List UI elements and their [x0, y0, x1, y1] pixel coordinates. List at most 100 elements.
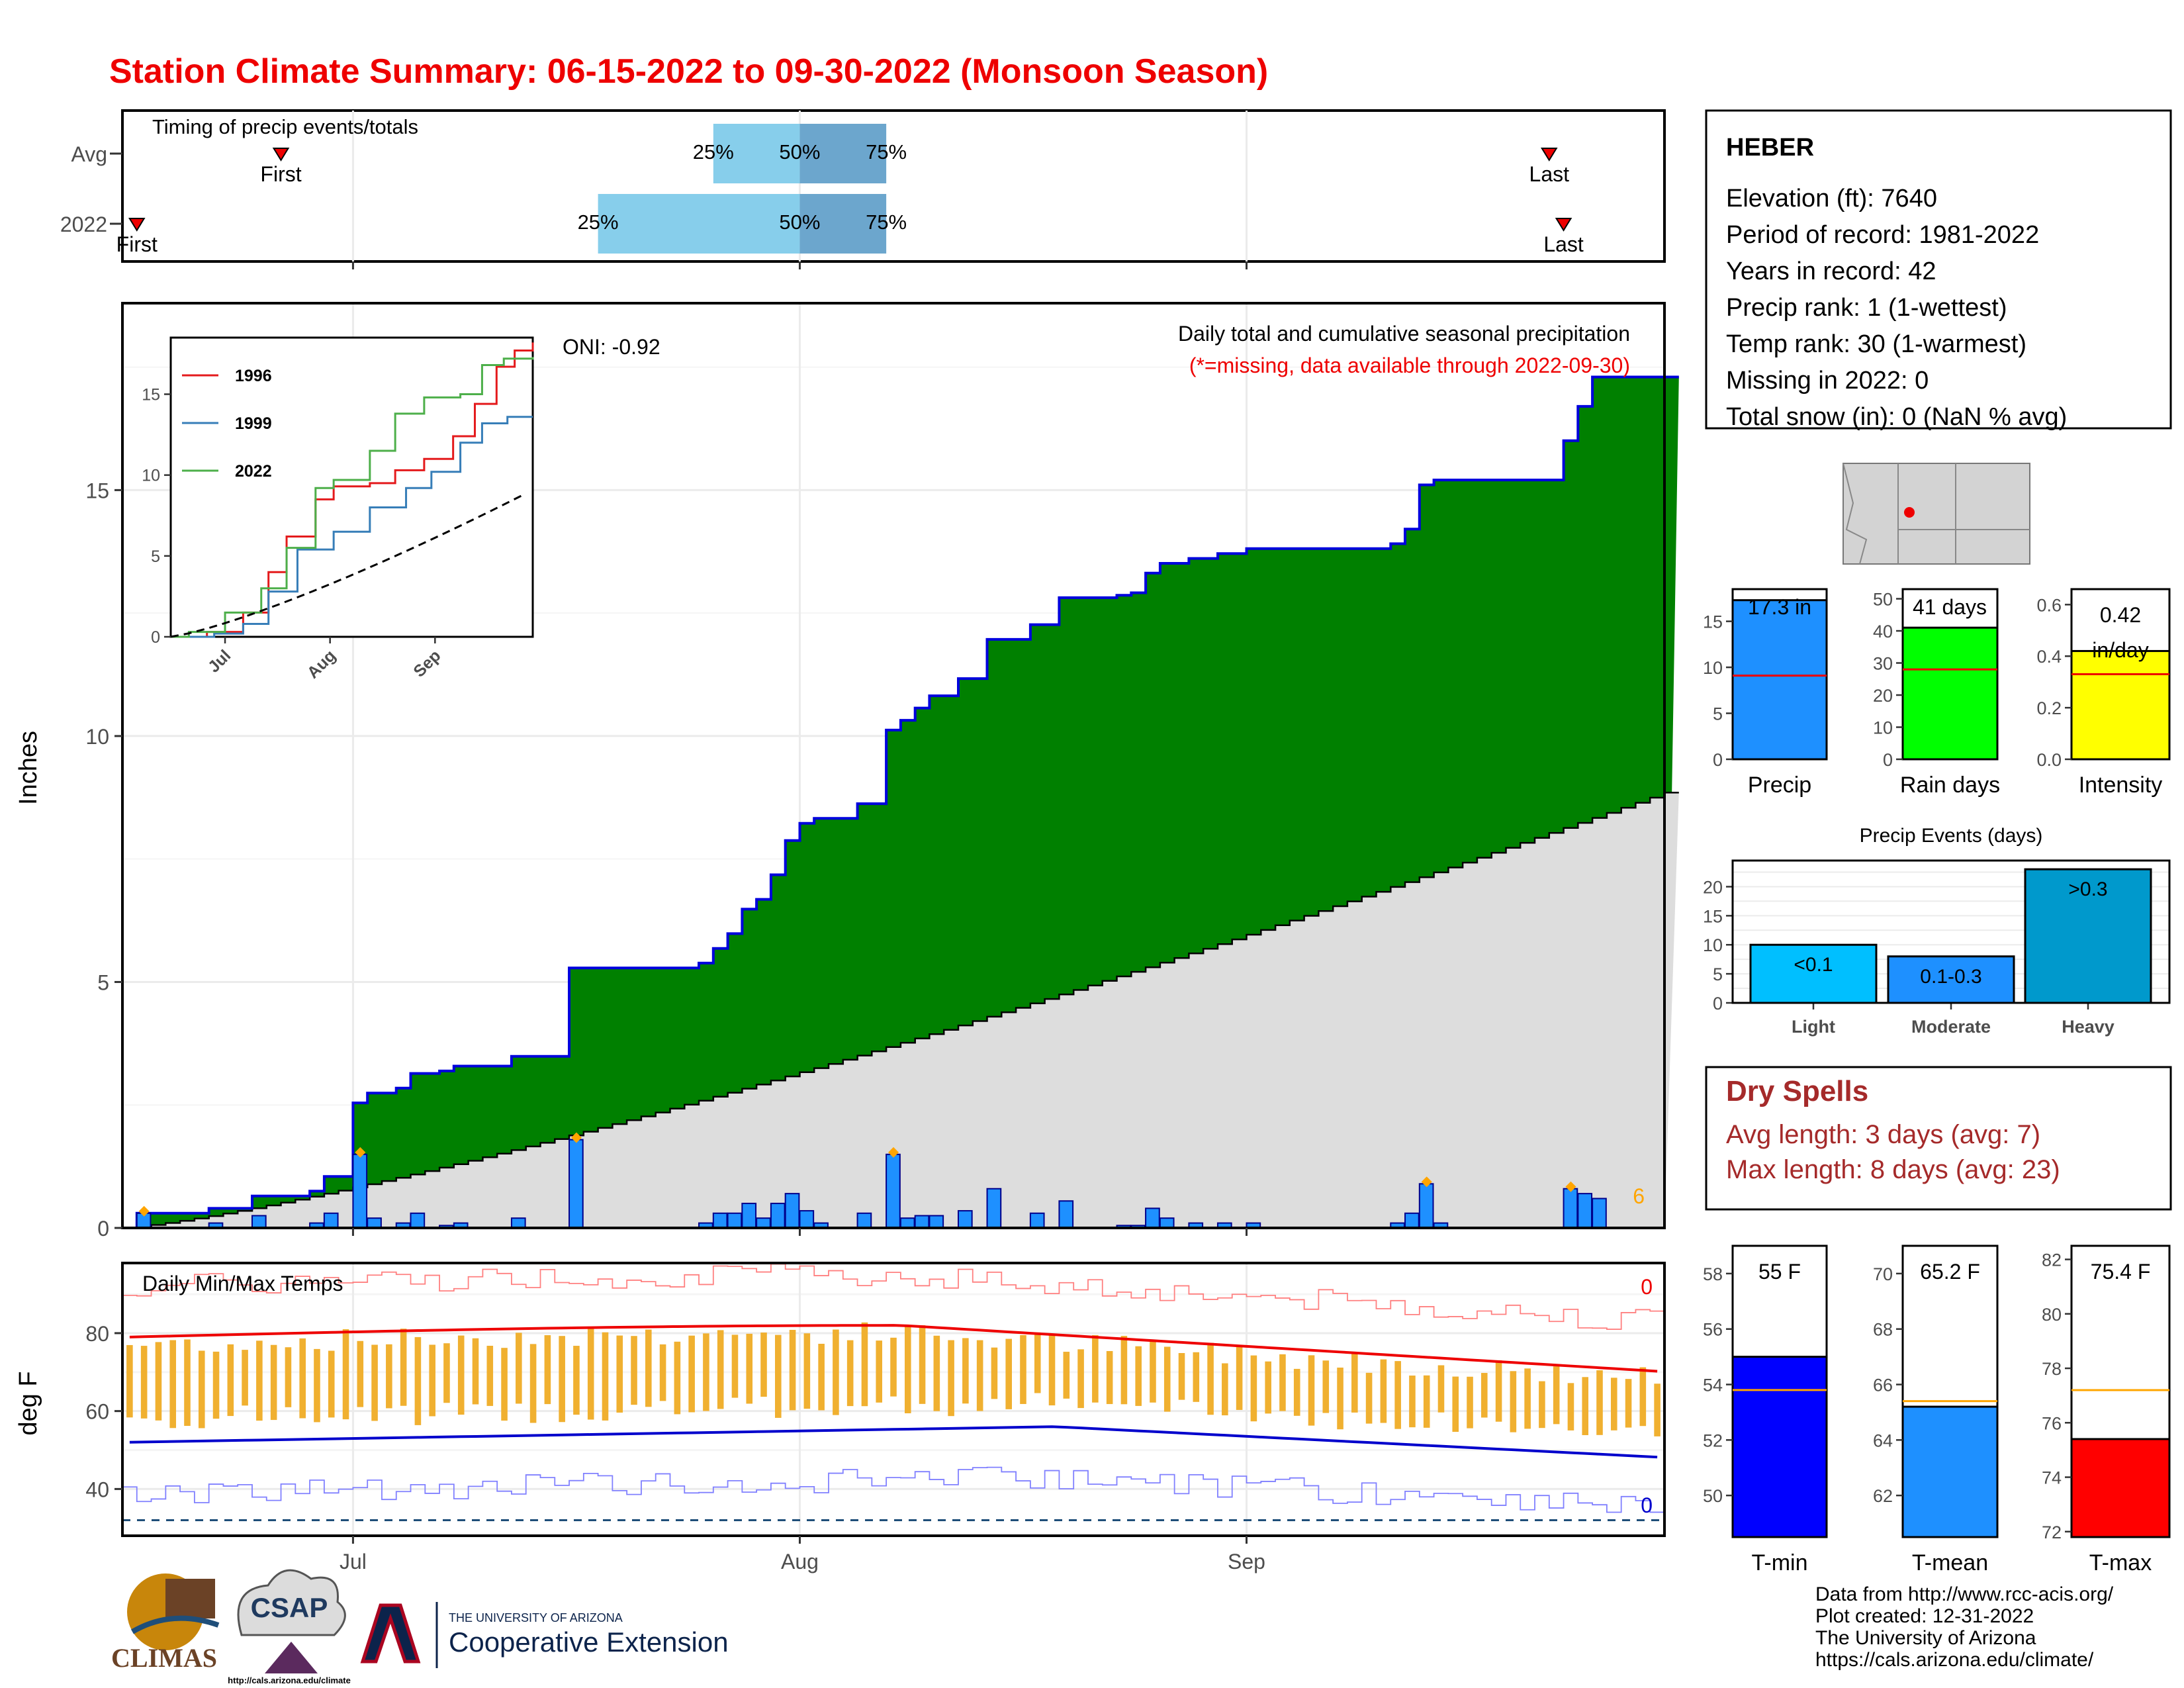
- ua-small-text: THE UNIVERSITY OF ARIZONA: [449, 1611, 623, 1624]
- tsum-bar: [1731, 1356, 1828, 1538]
- events-title: Precip Events (days): [1860, 825, 2043, 847]
- tsum-value-label: 65.2 F: [1920, 1260, 1980, 1284]
- daily-temp-bar: [212, 1351, 220, 1419]
- map-borders: [1843, 463, 2030, 565]
- events-ytick-label: 15: [1703, 906, 1723, 926]
- dry-spells-box: Dry Spells Avg length: 3 days (avg: 7) Max…: [1705, 1066, 2172, 1211]
- temp-ylabel: deg F: [15, 1371, 42, 1435]
- events-ytick-label: 0: [1713, 994, 1723, 1013]
- heavy-event-marker: [355, 1147, 366, 1158]
- daily-temp-bar: [731, 1335, 739, 1398]
- cumulative-2022-line: [122, 375, 1679, 1229]
- daily-precip-bar: [914, 1215, 930, 1229]
- daily-temp-bar: [242, 1350, 248, 1406]
- tsum-bar: [1901, 1405, 1999, 1538]
- daily-temp-bar: [1625, 1379, 1632, 1428]
- daily-temp-bar: [472, 1338, 479, 1405]
- daily-temp-bar: [1020, 1335, 1026, 1404]
- inset-avg-line: [170, 492, 526, 638]
- daily-temp-bar: [1150, 1340, 1156, 1403]
- tsum-ytick-label: 54: [1703, 1376, 1723, 1395]
- timing-p75: 75%: [866, 140, 907, 164]
- daily-temp-bar: [1034, 1332, 1041, 1393]
- heavy-event-marker: [138, 1205, 150, 1217]
- timing-row-label: Avg: [71, 142, 107, 166]
- temp-bg: [122, 1263, 1664, 1536]
- summary-category: Intensity: [2079, 773, 2163, 798]
- temp-panel: Daily Min/Max Temps 0 0 40 60 80 Jul Aug Sep deg …: [15, 1262, 1666, 1573]
- daily-temp-bar: [1236, 1346, 1243, 1410]
- main-ytick-label: 5: [97, 970, 109, 994]
- summary-ytick-label: 0.0: [2036, 750, 2062, 770]
- summary-ytick-label: 10: [1703, 658, 1723, 678]
- summary-ytick-label: 50: [1873, 590, 1893, 610]
- daily-precip-bar: [784, 1193, 800, 1229]
- daily-temp-bar: [1553, 1366, 1560, 1425]
- daily-temp-bar: [457, 1335, 465, 1415]
- daily-temp-bar: [1610, 1378, 1617, 1430]
- daily-precip-bar: [886, 1153, 901, 1229]
- climas-logo-wave: [130, 1615, 220, 1634]
- summary-ytick-label: 15: [1703, 612, 1723, 632]
- daily-temp-bar: [357, 1340, 364, 1407]
- daily-temp-bar: [429, 1344, 435, 1417]
- daily-temp-bar: [299, 1338, 306, 1419]
- daily-precip-bar: [899, 1217, 915, 1229]
- daily-temp-bar: [529, 1344, 537, 1423]
- timing-p25: 25%: [693, 140, 734, 164]
- timing-first-label: First: [260, 162, 301, 186]
- summary-category: Rain days: [1900, 773, 2000, 798]
- daily-temp-bar: [314, 1348, 320, 1423]
- summary-ytick-label: 0.2: [2036, 698, 2062, 718]
- station-info-line: Temp rank: 30 (1-warmest): [1726, 330, 2026, 358]
- temp-count-max: 0: [1641, 1275, 1653, 1299]
- daily-temp-bar: [1193, 1352, 1200, 1402]
- daily-temp-bar: [414, 1336, 422, 1425]
- main-ylabel: Inches: [15, 731, 42, 805]
- daily-precip-bar: [569, 1139, 584, 1229]
- summary-bar: [2070, 649, 2171, 761]
- daily-temp-bar: [1452, 1376, 1459, 1432]
- events-bar-label: <0.1: [1794, 954, 1833, 976]
- precip-events-chart: Precip Events (days) <0.1 Light 0.1-0.3 Mode…: [1703, 825, 2171, 1037]
- main-ytick-label: 0: [97, 1217, 109, 1241]
- timing-bar-q50: [799, 194, 887, 254]
- daily-temp-bar: [818, 1344, 825, 1411]
- summary-ytick-label: 5: [1713, 704, 1723, 724]
- main-frame: [121, 302, 1666, 1229]
- tsum-ytick-label: 72: [2042, 1523, 2062, 1542]
- daily-temp-bar: [559, 1336, 565, 1423]
- heavy-event-marker: [570, 1132, 582, 1143]
- daily-temp-bar: [126, 1344, 133, 1418]
- map-frame: [1843, 463, 2030, 565]
- daily-temp-bar: [371, 1344, 378, 1421]
- daily-precip-bar: [367, 1217, 382, 1229]
- daily-temp-bar: [1106, 1350, 1113, 1405]
- summary-ytick-label: 10: [1873, 718, 1893, 738]
- timing-last-label: Last: [1543, 232, 1584, 256]
- daily-temp-bar: [1092, 1335, 1099, 1403]
- daily-temp-bar: [1495, 1360, 1502, 1422]
- station-info-line: Period of record: 1981-2022: [1726, 221, 2039, 249]
- station-info-line: Years in record: 42: [1726, 258, 1936, 285]
- tsum-ytick-label: 64: [1873, 1430, 1893, 1450]
- daily-temp-bar: [833, 1329, 839, 1415]
- daily-temp-bar: [1582, 1377, 1589, 1436]
- daily-temp-bar: [342, 1329, 349, 1420]
- daily-temp-bar: [688, 1335, 695, 1413]
- intensity-unit-label: in/day: [2092, 638, 2148, 662]
- raindays-value-label: 41 days: [1913, 595, 1987, 619]
- daily-precip-bar: [929, 1215, 944, 1229]
- daily-precip-bar: [1404, 1212, 1420, 1229]
- daily-temp-bar: [198, 1350, 205, 1429]
- inset-ytick-label: 0: [151, 628, 160, 647]
- footer-credit-line: https://cals.arizona.edu/climate/: [1815, 1649, 2094, 1671]
- daily-temp-bar: [631, 1336, 637, 1405]
- daily-temp-bar: [1265, 1361, 1271, 1414]
- daily-temp-bar: [861, 1322, 868, 1407]
- events-category: Heavy: [2062, 1017, 2115, 1037]
- daily-precip-bar: [410, 1212, 426, 1229]
- daily-temp-bar: [1351, 1352, 1358, 1413]
- daily-temp-bar: [400, 1329, 407, 1406]
- daily-temp-bar: [1524, 1368, 1531, 1429]
